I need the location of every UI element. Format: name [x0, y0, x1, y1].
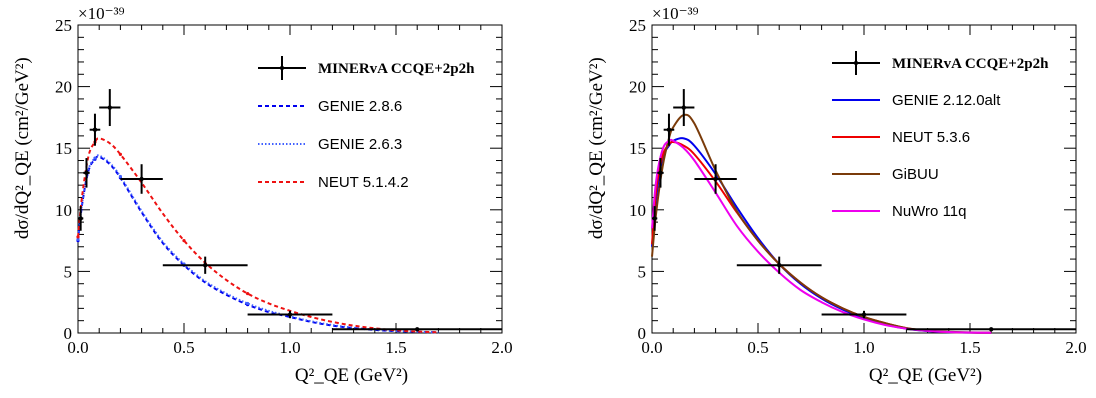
x-tick-label: 1.5	[959, 338, 980, 357]
series-line-neut-5-3-6	[651, 140, 992, 334]
data-point	[861, 312, 867, 317]
x-tick-label: 1.5	[385, 338, 406, 357]
y-tick-label: 25	[55, 16, 72, 35]
series-marker	[76, 237, 80, 241]
data-point	[658, 170, 663, 176]
series-marker	[246, 301, 250, 306]
x-tick-label: 0.5	[747, 338, 768, 357]
series-line-genie-2-12-0alt	[651, 137, 992, 334]
y-tick-label: 25	[629, 16, 646, 35]
y-axis-title: dσ/dQ²_QE (cm²/GeV²)	[586, 57, 607, 239]
legend-label-data: MINERvA CCQE+2p2h	[318, 61, 475, 77]
x-tick-label: 0.0	[67, 338, 88, 357]
legend-data-marker	[279, 65, 285, 71]
y-exponent-label: ×10⁻³⁹	[652, 4, 699, 23]
data-point	[777, 263, 782, 268]
data-point	[203, 263, 208, 268]
legend-label-data: MINERvA CCQE+2p2h	[892, 56, 1049, 72]
series-line-gibuu	[651, 113, 992, 334]
series-marker	[93, 156, 97, 160]
series-line-neut-5-1-4-2	[77, 137, 439, 334]
x-tick-label: 1.0	[853, 338, 874, 357]
legend-label: NEUT 5.1.4.2	[318, 174, 409, 191]
legend-label: GENIE 2.6.3	[318, 136, 402, 153]
x-tick-label: 2.0	[1065, 338, 1086, 357]
y-tick-label: 15	[629, 139, 646, 158]
x-axis-title: Q²_QE (GeV²)	[295, 365, 408, 386]
data-point	[92, 127, 98, 132]
x-tick-label: 0.0	[641, 338, 662, 357]
series-marker	[118, 152, 122, 156]
y-tick-label: 10	[55, 201, 72, 220]
y-tick-label: 0	[638, 324, 647, 343]
data-point	[415, 327, 420, 332]
y-exponent-label: ×10⁻³⁹	[78, 4, 125, 23]
y-tick-label: 5	[64, 262, 73, 281]
y-tick-label: 10	[629, 201, 646, 220]
data-point	[713, 176, 718, 182]
legend-label: NuWro 11q	[892, 203, 966, 220]
y-axis-title: dσ/dQ²_QE (cm²/GeV²)	[12, 57, 33, 239]
data-point	[287, 312, 293, 317]
x-axis-title: Q²_QE (GeV²)	[869, 365, 982, 386]
legend-label: GENIE 2.12.0alt	[892, 92, 1001, 109]
legend-label: GENIE 2.8.6	[318, 98, 402, 115]
x-tick-label: 2.0	[491, 338, 512, 357]
data-point	[681, 105, 686, 110]
x-tick-label: 0.5	[173, 338, 194, 357]
data-point	[989, 327, 994, 332]
x-tick-label: 1.0	[279, 338, 300, 357]
series-marker	[182, 239, 186, 243]
series-line-nuwro-11q	[651, 138, 992, 334]
y-tick-label: 0	[64, 324, 73, 343]
data-point	[652, 216, 657, 221]
y-tick-label: 5	[638, 262, 647, 281]
legend-label: NEUT 5.3.6	[892, 129, 970, 146]
series-marker	[246, 291, 250, 296]
legend-label: GiBUU	[892, 166, 939, 183]
y-tick-label: 20	[629, 78, 646, 97]
data-point	[107, 105, 113, 110]
chart-panel-1: 0.0 0.5 1.0 1.5 2.0 0 5 10 15 20 25 ×10⁻³⁹ Q²_QE (Ge…	[12, 4, 513, 386]
data-point	[84, 170, 89, 176]
series-marker	[76, 235, 80, 239]
data-point	[666, 127, 672, 132]
series-marker	[118, 174, 122, 179]
y-tick-label: 20	[55, 78, 72, 97]
legend-data-marker	[853, 60, 859, 66]
data-point	[139, 176, 144, 182]
data-point	[78, 216, 83, 221]
y-tick-label: 15	[55, 139, 72, 158]
chart-panel-2: 0.0 0.5 1.0 1.5 2.0 0 5 10 15 20 25 ×10⁻³⁹ Q²_QE (Ge…	[586, 4, 1087, 386]
